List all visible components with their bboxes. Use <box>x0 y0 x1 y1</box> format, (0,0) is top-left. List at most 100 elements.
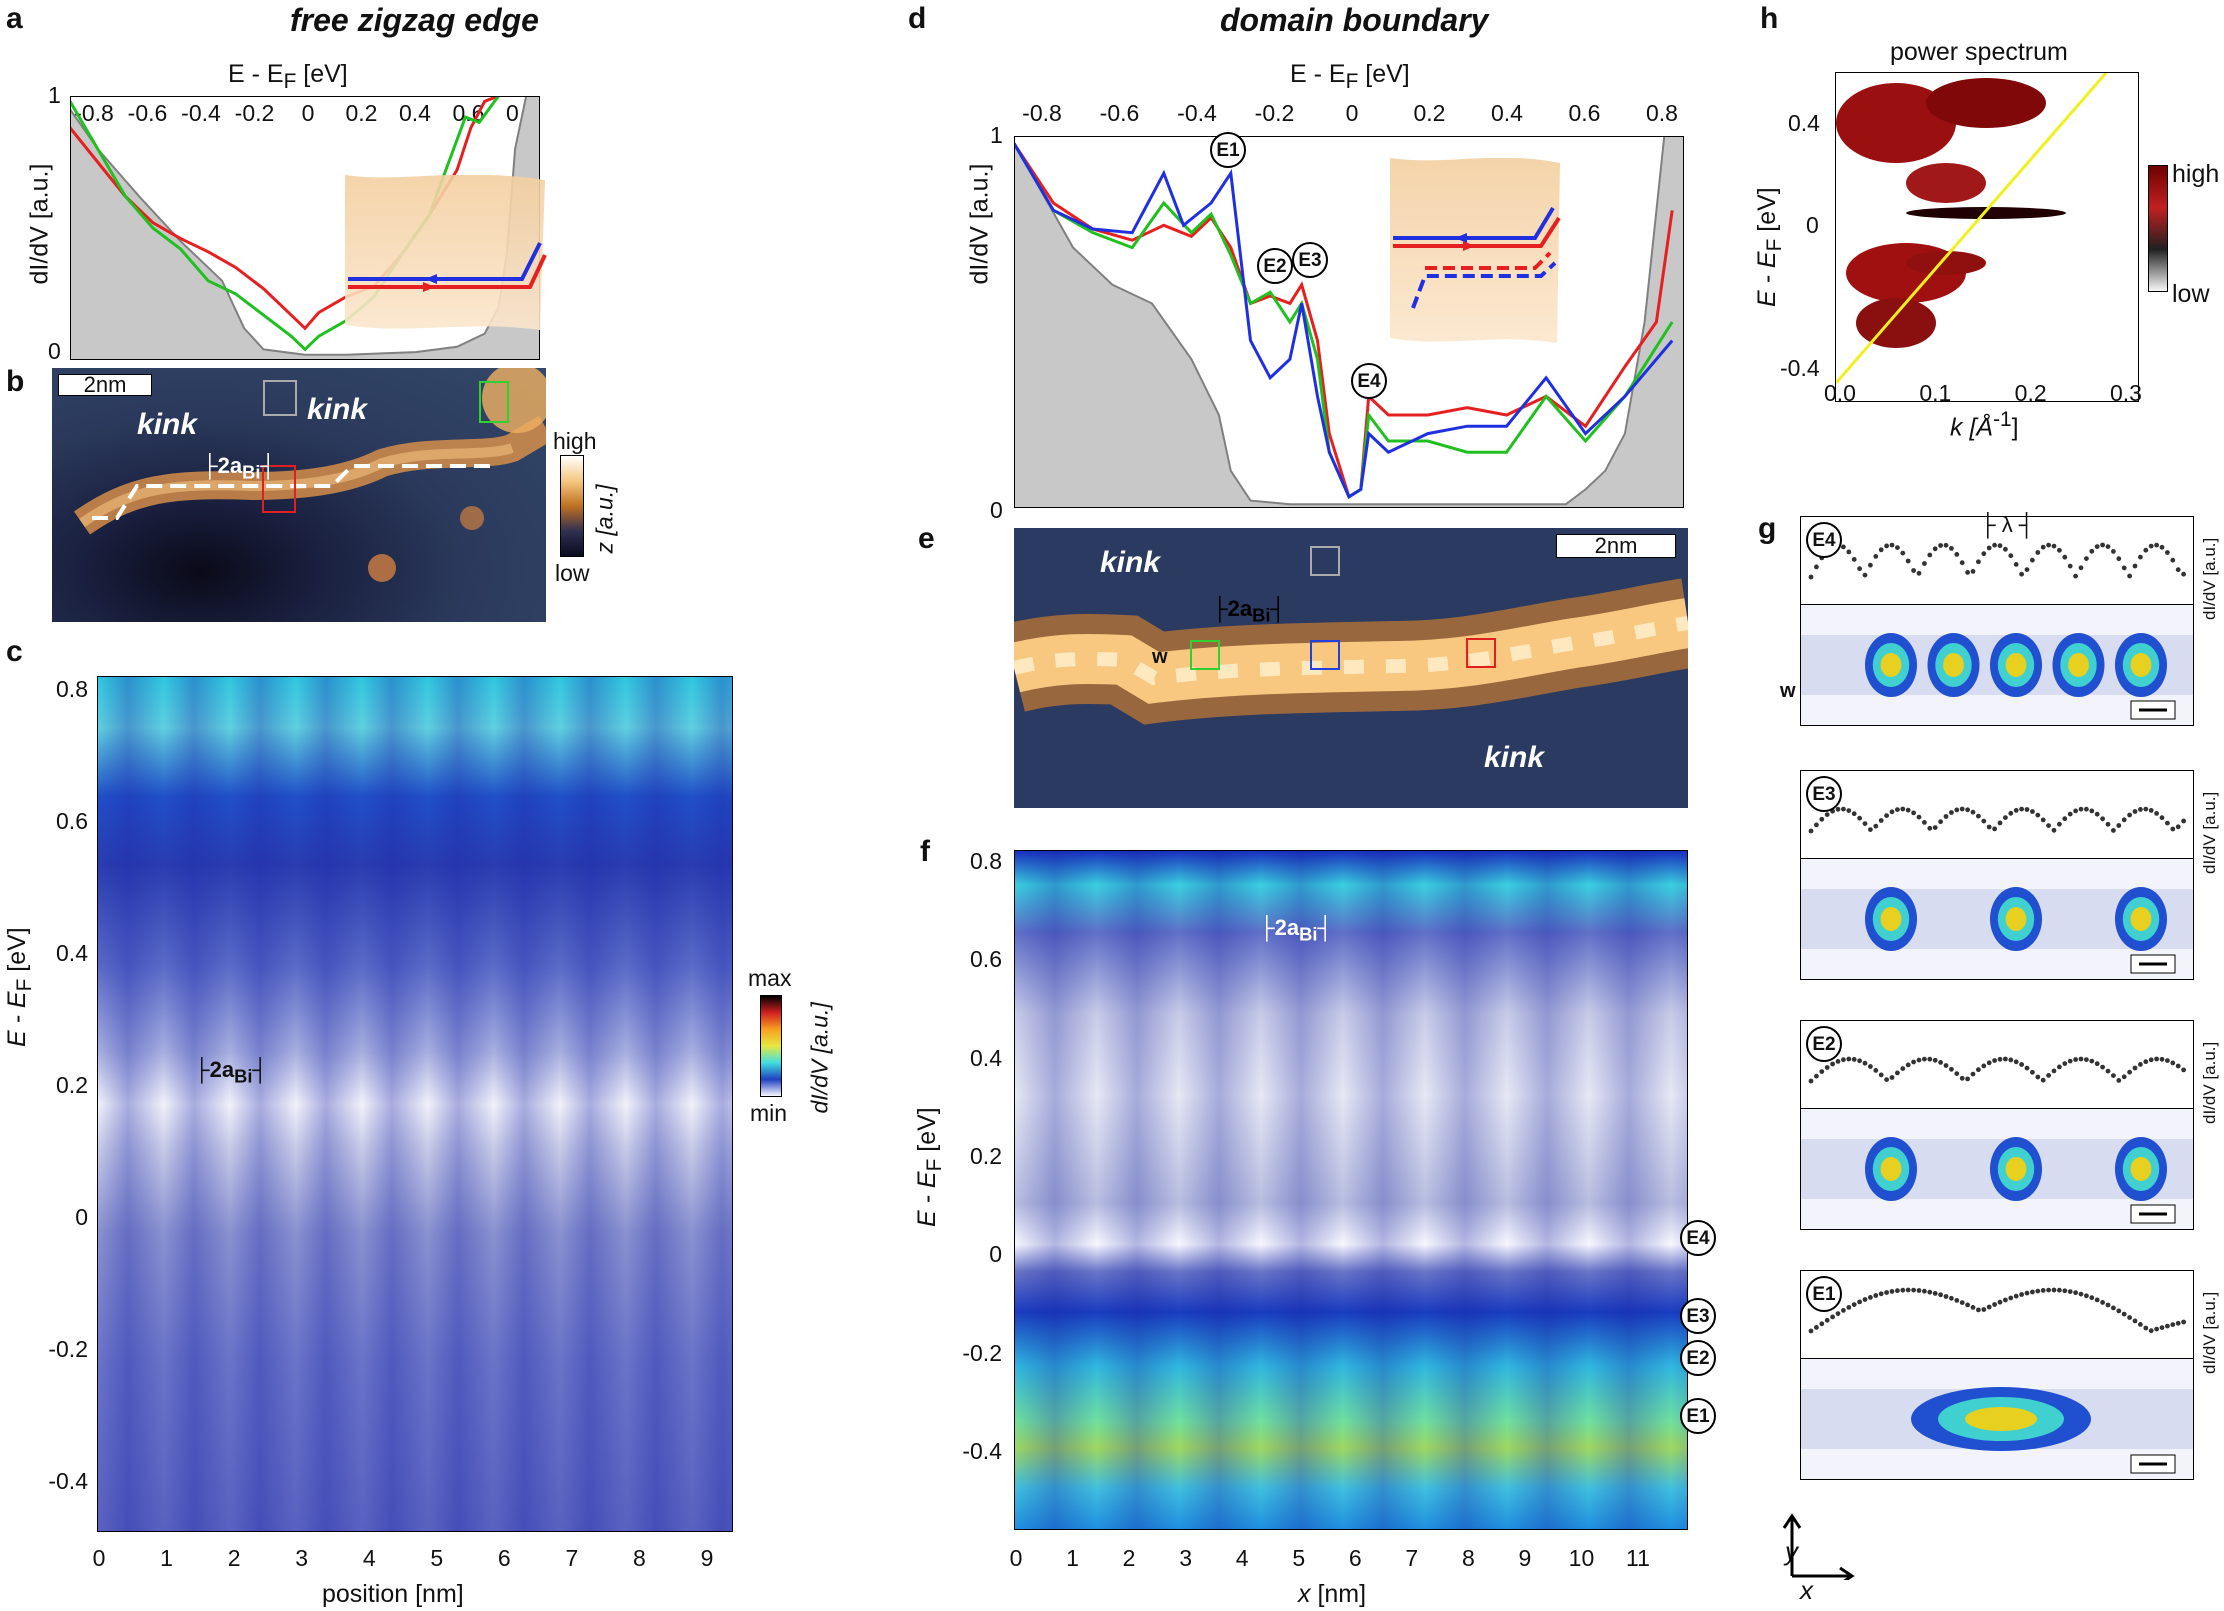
panel-h-cb-low: low <box>2172 280 2210 308</box>
panel-e-kink-label-1: kink <box>1100 546 1161 579</box>
panel-a-ylabel: dI/dV [a.u.] <box>25 163 54 285</box>
panel-c-x-tick-7: 7 <box>565 1545 579 1571</box>
panel-a-edge-sketch <box>345 175 547 330</box>
panel-h-power-spectrum <box>1835 72 2139 402</box>
a-series-2 <box>70 96 500 352</box>
panel-a-top-axis-label: E - EF [eV] <box>228 60 348 93</box>
panel-f-x-tick-2: 2 <box>1122 1545 1136 1571</box>
panel-h-ylabel: E - EF [eV] <box>1753 187 1786 307</box>
panel-g-lineprofile-E1 <box>1800 1270 2194 1358</box>
panel-a-ytick-1: 1 <box>48 82 61 108</box>
panel-g-lineprofile-E2 <box>1800 1020 2194 1108</box>
panel-label-h: h <box>1760 2 1779 35</box>
panel-g-axes-arrows <box>1782 1513 1855 1580</box>
panel-b-gray-marker <box>263 380 297 416</box>
panel-h-xlabel: k [Å-1] <box>1950 408 2019 442</box>
panel-a-title: free zigzag edge <box>290 2 539 38</box>
panel-label-d: d <box>908 2 927 35</box>
panel-f-marker-E2: E2 <box>1680 1340 1716 1376</box>
panel-g-label-E2: E2 <box>1806 1026 1842 1062</box>
panel-g-width-label: w <box>1780 680 1796 702</box>
panel-h-ytick-0.4: 0.4 <box>1788 110 1820 136</box>
panel-f-x-tick-7: 7 <box>1405 1545 1419 1571</box>
panel-e-lattice-label: ├2aBi┤ <box>1212 596 1287 626</box>
panel-b-green-marker <box>479 381 509 423</box>
panel-c-x-tick-4: 4 <box>362 1545 376 1571</box>
panel-g-lineprofile-E3 <box>1800 770 2194 858</box>
panel-g-map-E3 <box>1800 858 2194 980</box>
panel-d-boundary-sketch <box>1390 158 1561 343</box>
panel-b-cb-label: z [a.u.] <box>591 484 618 554</box>
panel-e-kink-label-2: kink <box>1484 741 1545 774</box>
panel-h-x-tick-0.3: 0.3 <box>2110 380 2142 406</box>
panel-label-e: e <box>918 522 935 555</box>
panel-f-x-tick-11: 11 <box>1626 1545 1650 1571</box>
panel-c-xlabel: position [nm] <box>322 1580 464 1608</box>
panel-label-a: a <box>6 2 23 35</box>
panel-d-x-tick-0.6: 0.6 <box>1568 100 1601 126</box>
panel-e-scalebar: 2nm <box>1556 534 1676 558</box>
panel-f-xlabel: x [nm] <box>1298 1580 1367 1608</box>
panel-d-x-tick--0.4: -0.4 <box>1177 100 1217 126</box>
panel-c-lattice-label: ├2aBi┤ <box>194 1057 269 1087</box>
panel-c-y-tick--0.2: -0.2 <box>48 1336 88 1362</box>
panel-d-spectra-plot <box>1014 136 1684 508</box>
panel-e-red-marker <box>1466 638 1496 668</box>
panel-f-x-tick-1: 1 <box>1066 1545 1079 1571</box>
panel-f-marker-E1: E1 <box>1680 1398 1716 1434</box>
panel-b-red-marker <box>262 465 296 513</box>
panel-f-x-tick-10: 10 <box>1568 1545 1595 1571</box>
panel-c-cb-min: min <box>750 1100 788 1126</box>
a-series-0 <box>70 96 540 360</box>
panel-b-topograph: kink kink ├2aBi┤ 2nm <box>52 368 546 622</box>
panel-e-blue-marker <box>1310 640 1340 670</box>
panel-f-x-tick-6: 6 <box>1348 1545 1362 1571</box>
panel-c-x-tick-0: 0 <box>92 1545 106 1571</box>
panel-label-f: f <box>920 835 930 868</box>
panel-c-x-tick-6: 6 <box>497 1545 511 1571</box>
a-series-1 <box>70 96 500 331</box>
panel-c-x-tick-2: 2 <box>227 1545 241 1571</box>
panel-g-ylabel-E3: dI/dV [a.u.] <box>2200 791 2219 874</box>
panel-c-x-tick-3: 3 <box>295 1545 309 1571</box>
panel-h-ytick-0: 0 <box>1806 212 1819 238</box>
panel-g-label-E4: E4 <box>1806 522 1842 558</box>
panel-b-colorbar <box>560 455 584 557</box>
panel-f-y-tick--0.2: -0.2 <box>962 1339 1002 1366</box>
panel-e-width-label: w <box>1152 646 1168 668</box>
panel-a-spectra-plot <box>70 96 540 360</box>
d-series-2 <box>1014 142 1674 499</box>
panel-d-ytick-0: 0 <box>990 497 1003 523</box>
panel-label-g: g <box>1758 512 1777 545</box>
panel-c-cb-max: max <box>748 965 792 991</box>
panel-c-x-tick-8: 8 <box>633 1545 646 1571</box>
panel-f-x-tick-9: 9 <box>1518 1545 1532 1571</box>
panel-f-x-tick-3: 3 <box>1179 1545 1193 1571</box>
panel-d-marker-E3: E3 <box>1292 242 1328 278</box>
panel-g-map-E2 <box>1800 1108 2194 1230</box>
panel-d-marker-E2: E2 <box>1257 248 1293 284</box>
panel-a-x-tick-0.2: 0.2 <box>345 100 378 126</box>
panel-c-y-tick-0.6: 0.6 <box>56 808 88 834</box>
panel-f-x-tick-8: 8 <box>1461 1545 1475 1571</box>
panel-h-x-tick-0.2: 0.2 <box>2014 380 2047 406</box>
panel-b-kink-label-2: kink <box>307 393 368 426</box>
panel-d-x-tick--0.6: -0.6 <box>1099 100 1140 126</box>
d-series-1 <box>1014 142 1674 500</box>
panel-d-ylabel: dI/dV [a.u.] <box>965 163 994 285</box>
panel-f-x-tick-0: 0 <box>1009 1545 1023 1571</box>
panel-e-green-marker <box>1190 640 1220 670</box>
panel-a-x-tick-0: 0 <box>301 100 315 126</box>
panel-f-x-tick-4: 4 <box>1235 1545 1249 1571</box>
panel-f-y-tick-0.4: 0.4 <box>970 1044 1002 1071</box>
panel-c-ylabel: E - EF [eV] <box>3 927 36 1047</box>
panel-d-x-tick-0.2: 0.2 <box>1413 100 1446 126</box>
panel-c-colorbar <box>760 995 782 1097</box>
panel-f-marker-E4: E4 <box>1680 1220 1716 1256</box>
panel-d-x-tick-0.8: 0.8 <box>1646 100 1678 126</box>
panel-c-y-tick-0: 0 <box>75 1204 88 1230</box>
panel-b-kink-label-1: kink <box>137 408 198 441</box>
panel-f-ylabel: E - EF [eV] <box>913 1107 946 1227</box>
d-series-0 <box>1014 136 1684 508</box>
panel-h-x-tick-0.1: 0.1 <box>1919 380 1952 406</box>
